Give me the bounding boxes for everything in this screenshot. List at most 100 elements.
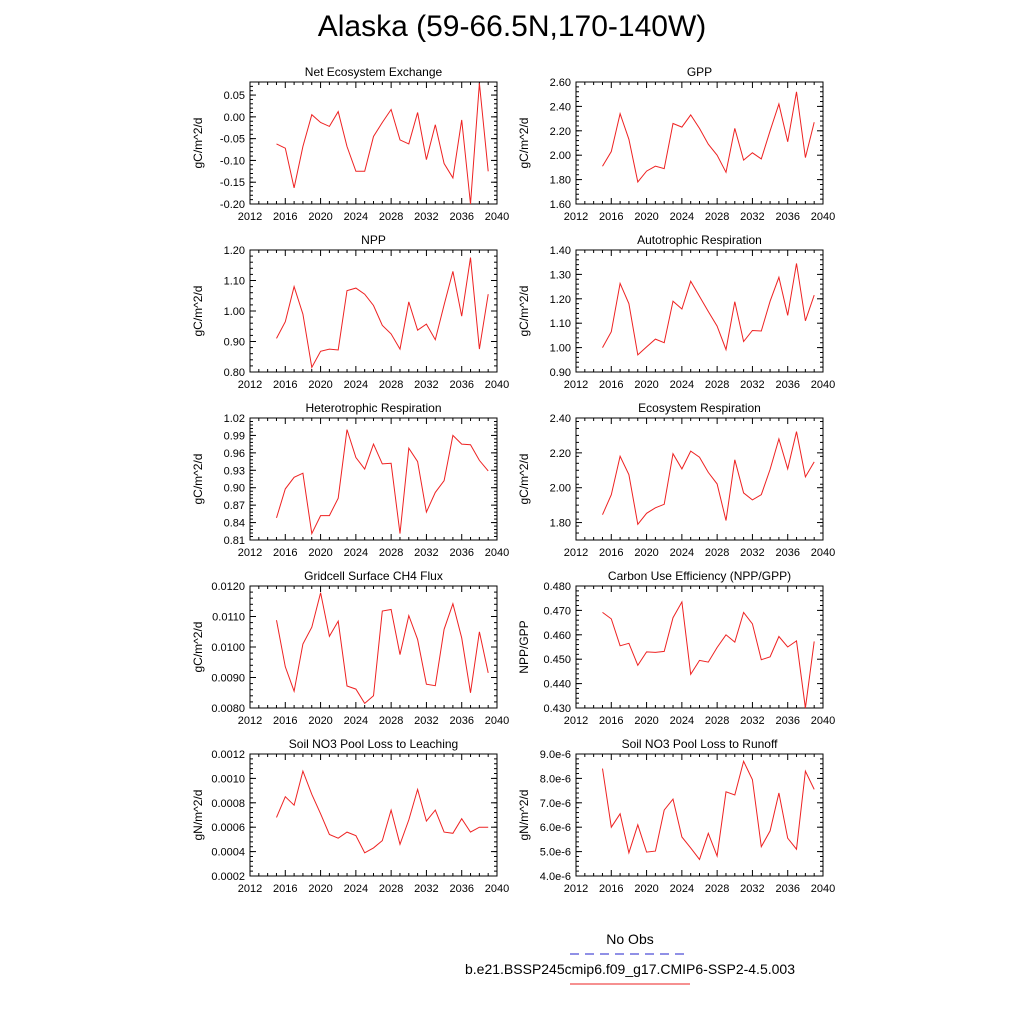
panel-3-xtick-label: 2036 — [449, 379, 473, 391]
panel-4-xtick-label: 2020 — [634, 379, 658, 391]
panel-10-frame — [575, 753, 824, 877]
panel-7-ylabel: gC/m^2/d — [191, 622, 205, 673]
panel-2-xtick-label: 2032 — [740, 211, 764, 223]
legend-obs-line — [570, 953, 690, 955]
panel-10-title: Soil NO3 Pool Loss to Runoff — [622, 737, 779, 751]
panel-3-frame — [249, 249, 498, 373]
panel-9-xtick-label: 2012 — [238, 883, 262, 895]
panel-7-ytick-label: 0.0090 — [211, 673, 245, 685]
panel-3-ytick-label: 1.20 — [224, 245, 245, 257]
panel-1-ytick-label: -0.05 — [220, 134, 245, 146]
page-title: Alaska (59-66.5N,170-140W) — [317, 10, 707, 43]
panel-9-xtick-label: 2040 — [485, 883, 509, 895]
panel-6-xtick-label: 2012 — [564, 547, 588, 559]
panel-4-title: Autotrophic Respiration — [637, 233, 762, 247]
panel-4-xtick-label: 2032 — [740, 379, 764, 391]
panel-3-xtick-label: 2024 — [344, 379, 368, 391]
panel-6-frame — [575, 417, 824, 541]
panel-8-xtick-label: 2028 — [705, 715, 729, 727]
panel-4-ytick-label: 1.10 — [550, 318, 571, 330]
panel-7-xtick-label: 2024 — [344, 715, 368, 727]
panel-4-xtick-label: 2012 — [564, 379, 588, 391]
panel-8-xtick-label: 2016 — [599, 715, 623, 727]
panel-9-ytick-label: 0.0004 — [211, 847, 245, 859]
panel-8-xtick-label: 2036 — [775, 715, 799, 727]
panel-1-title: Net Ecosystem Exchange — [305, 65, 443, 79]
panel-9-xtick-label: 2016 — [273, 883, 297, 895]
panel-4-ytick-label: 1.40 — [550, 245, 571, 257]
panel-3-xtick-label: 2028 — [379, 379, 403, 391]
panel-2-series-line — [602, 91, 815, 184]
panel-6-xtick-label: 2032 — [740, 547, 764, 559]
panel-8-xtick-label: 2040 — [811, 715, 835, 727]
panel-2-xtick-label: 2020 — [634, 211, 658, 223]
panel-7-xtick-label: 2028 — [379, 715, 403, 727]
panel-1-xtick-label: 2012 — [238, 211, 262, 223]
panel-9-ytick-label: 0.0010 — [211, 773, 245, 785]
panel-5-ytick-label: 0.84 — [224, 518, 245, 530]
panel-1-ytick-label: -0.10 — [220, 155, 245, 167]
panel-8-ytick-label: 0.450 — [543, 654, 571, 666]
panel-9-xtick-label: 2032 — [414, 883, 438, 895]
panel-3-title: NPP — [361, 233, 386, 247]
panel-6-title: Ecosystem Respiration — [638, 401, 761, 415]
panel-6-xtick-label: 2024 — [670, 547, 694, 559]
panel-3-xtick-label: 2020 — [308, 379, 332, 391]
panel-1-frame — [249, 81, 498, 205]
panel-4-xtick-label: 2036 — [775, 379, 799, 391]
panel-2-xtick-label: 2012 — [564, 211, 588, 223]
panel-2-xtick-label: 2036 — [775, 211, 799, 223]
panel-3-ytick-label: 0.80 — [224, 367, 245, 379]
panel-3-ylabel: gC/m^2/d — [191, 286, 205, 337]
panel-7-ytick-label: 0.0110 — [212, 612, 245, 624]
panel-1-ytick-label: -0.15 — [220, 177, 245, 189]
panel-9-xtick-label: 2036 — [449, 883, 473, 895]
panel-6-ytick-label: 1.80 — [550, 518, 571, 530]
panel-6-ytick-label: 2.40 — [550, 413, 571, 425]
panel-5-ytick-label: 1.02 — [224, 413, 245, 425]
panel-4-xtick-label: 2016 — [599, 379, 623, 391]
panel-4-ylabel: gC/m^2/d — [517, 286, 531, 337]
panel-2-ytick-label: 2.40 — [550, 101, 571, 113]
panel-8-series-line — [602, 600, 815, 709]
panel-3-xtick-label: 2032 — [414, 379, 438, 391]
panel-2-xtick-label: 2028 — [705, 211, 729, 223]
panel-5-title: Heterotrophic Respiration — [305, 401, 441, 415]
panel-10-xtick-label: 2012 — [564, 883, 588, 895]
panel-6-xtick-label: 2020 — [634, 547, 658, 559]
panel-2-ytick-label: 2.00 — [550, 150, 571, 162]
panel-5-ytick-label: 0.87 — [224, 500, 245, 512]
panel-2-xtick-label: 2040 — [811, 211, 835, 223]
panel-1-ytick-label: 0.00 — [224, 112, 245, 124]
panel-7-title: Gridcell Surface CH4 Flux — [304, 569, 443, 583]
panel-2-ytick-label: 2.60 — [550, 77, 571, 89]
panel-9-ytick-label: 0.0006 — [211, 822, 245, 834]
panel-8-title: Carbon Use Efficiency (NPP/GPP) — [608, 569, 791, 583]
panel-6-series-line — [602, 431, 815, 526]
panel-5-series-line — [276, 429, 489, 536]
panel-9-ytick-label: 0.0012 — [211, 749, 245, 761]
panel-2-ylabel: gC/m^2/d — [517, 118, 531, 169]
panel-3-xtick-label: 2012 — [238, 379, 262, 391]
panel-3-series-line — [276, 257, 489, 369]
panel-6-xtick-label: 2016 — [599, 547, 623, 559]
panel-8-ytick-label: 0.460 — [543, 630, 571, 642]
panel-3-ytick-label: 0.90 — [224, 337, 245, 349]
panel-4-ytick-label: 1.30 — [550, 269, 571, 281]
panel-3-xtick-label: 2016 — [273, 379, 297, 391]
panel-3-ytick-label: 1.00 — [224, 306, 245, 318]
panel-6-xtick-label: 2040 — [811, 547, 835, 559]
panel-2-xtick-label: 2016 — [599, 211, 623, 223]
panel-10-ytick-label: 4.0e-6 — [540, 871, 571, 883]
panel-2-ytick-label: 1.80 — [550, 175, 571, 187]
panel-5-xtick-label: 2016 — [273, 547, 297, 559]
panel-5-ytick-label: 0.99 — [224, 430, 245, 442]
panel-7-xtick-label: 2020 — [308, 715, 332, 727]
panel-8-xtick-label: 2020 — [634, 715, 658, 727]
panel-2-ytick-label: 1.60 — [550, 199, 571, 211]
panel-1-xtick-label: 2032 — [414, 211, 438, 223]
panel-8-xtick-label: 2012 — [564, 715, 588, 727]
panel-10-ytick-label: 5.0e-6 — [540, 847, 571, 859]
panel-9-series-line — [276, 769, 489, 854]
panel-4-ytick-label: 1.20 — [550, 294, 571, 306]
